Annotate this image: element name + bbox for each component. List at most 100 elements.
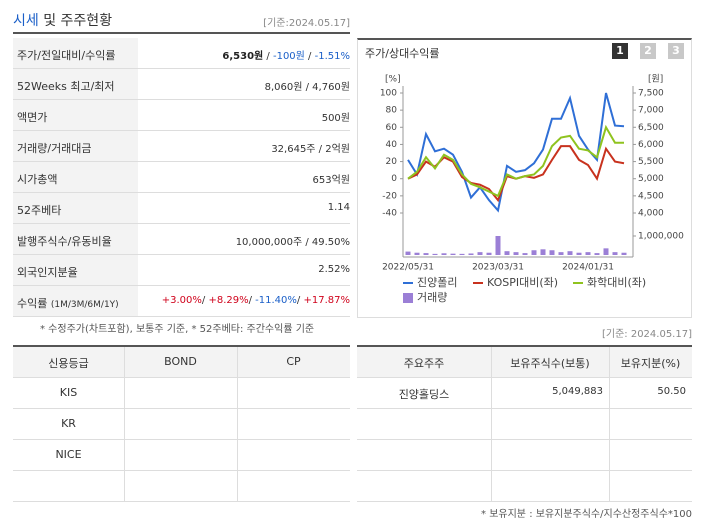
volume-bar <box>567 251 573 255</box>
tab[interactable]: 3 <box>668 43 684 59</box>
row-label: 시가총액 <box>17 171 57 187</box>
row-value: +3.00%/ +8.29%/ -11.40%/ +17.87% <box>162 295 350 306</box>
x-tick-label: 2024/01/31 <box>562 263 614 273</box>
row-label: 액면가 <box>17 109 47 125</box>
volume-bar <box>522 253 528 255</box>
row-bg <box>13 286 138 317</box>
value-part: / <box>201 295 209 306</box>
y2-tick-label: 6,500 <box>638 123 664 133</box>
value-part: / <box>304 51 315 62</box>
col-line <box>609 347 610 502</box>
row-label: 발행주식수/유동비율 <box>17 233 112 249</box>
row-line <box>138 316 350 317</box>
row-bg <box>13 224 138 255</box>
y2-tick-label: 5,500 <box>638 157 664 167</box>
table-top <box>357 345 692 347</box>
header-cell: 신용등급 <box>48 357 89 370</box>
y-tick-label: 40 <box>386 140 398 150</box>
y2-tick-label: 7,000 <box>638 106 664 116</box>
legend-label: KOSPI대비(좌) <box>487 276 558 289</box>
value-part: 653억원 <box>312 175 351 186</box>
value-part: -100원 <box>272 51 305 62</box>
volume-bar <box>540 249 546 255</box>
note: * 보유지분 : 보유지분주식수/지수산정주식수*100 <box>481 509 692 520</box>
legend-label: 진양폴리 <box>417 276 457 289</box>
note: * 수정주가(차트포함), 보통주 기준, * 52주베타: 주간수익률 기준 <box>40 324 315 335</box>
volume-bar <box>621 252 627 255</box>
cell: KR <box>61 417 76 430</box>
y-tick-label: 80 <box>386 106 398 116</box>
row-value: 1.14 <box>328 202 350 213</box>
volume-bar <box>405 251 411 255</box>
volume-bar <box>414 252 420 255</box>
col-line <box>237 347 238 502</box>
value-part: -11.40% <box>255 295 297 306</box>
value-part: 32,645주 / 2억원 <box>271 144 350 155</box>
row-line <box>13 470 350 471</box>
volume-bar <box>576 252 582 255</box>
row-line <box>13 439 350 440</box>
label-text: 시가총액 <box>17 173 58 186</box>
value-part: +8.29% <box>208 295 249 306</box>
y-tick-label: 60 <box>386 123 398 133</box>
cell: 진양홀딩스 <box>398 388 450 401</box>
row-value: 653억원 <box>313 171 351 186</box>
label-text: 52주베타 <box>17 204 62 217</box>
row-label: 외국인지분율 <box>17 264 78 280</box>
tab[interactable]: 2 <box>640 43 656 59</box>
legend-label: 화학대비(좌) <box>587 276 646 289</box>
table-top <box>13 345 350 347</box>
row-label: 거래량/거래대금 <box>17 140 92 156</box>
y2-tick-label: 4,500 <box>638 191 664 201</box>
value-part: 6,530원 <box>222 51 264 62</box>
tab[interactable]: 1 <box>612 43 628 59</box>
volume-bar <box>594 253 600 255</box>
volume-bar <box>612 252 618 255</box>
row-line <box>13 501 350 502</box>
header-bg <box>13 347 350 378</box>
x-tick-label: 2023/03/31 <box>472 263 524 273</box>
legend-swatch <box>403 293 413 303</box>
section-title: 시세 및 주주현황 <box>13 10 112 30</box>
label-text: 액면가 <box>17 111 48 124</box>
cell: 50.50 <box>657 386 686 397</box>
date: [기준: 2024.05.17] <box>601 329 692 340</box>
row-bg <box>13 100 138 131</box>
row-value: 6,530원 / -100원 / -1.51% <box>222 47 350 62</box>
row-line <box>138 223 350 224</box>
value-part: 8,060원 / 4,760원 <box>264 82 350 93</box>
row-line <box>138 254 350 255</box>
row-value: 2.52% <box>318 264 350 275</box>
y-tick-label: -40 <box>382 209 397 219</box>
col-line <box>491 347 492 502</box>
rule <box>13 32 350 34</box>
row-value: 10,000,000주 / 49.50% <box>236 233 350 248</box>
volume-bar <box>477 252 483 255</box>
series-line <box>407 124 624 198</box>
row-value: 32,645주 / 2억원 <box>271 140 350 155</box>
volume-bar <box>603 248 609 255</box>
volume-bar <box>585 252 591 255</box>
header-cell: 보유지분(%) <box>620 357 681 370</box>
value-part: / <box>296 295 304 306</box>
x-tick-label: 2022/05/31 <box>382 263 434 273</box>
row-bg <box>13 255 138 286</box>
y2-tick-label: 6,000 <box>638 140 664 150</box>
value-part: 10,000,000주 / 49.50% <box>235 237 350 248</box>
volume-bar <box>531 250 537 255</box>
row-bg <box>13 162 138 193</box>
row-line <box>357 501 692 502</box>
y3-tick-label: 1,000,000 <box>638 232 684 242</box>
col-line <box>124 347 125 502</box>
row-line <box>357 470 692 471</box>
value-part: / <box>248 295 256 306</box>
cell: NICE <box>55 448 82 461</box>
axis-unit: [%] <box>385 75 401 85</box>
row-label: 수익률 (1M/3M/6M/1Y) <box>17 295 119 311</box>
y-tick-label: -20 <box>382 191 397 201</box>
row-label: 52Weeks 최고/최저 <box>17 78 115 94</box>
volume-bar <box>450 253 456 255</box>
value-part: 2.52% <box>318 264 350 275</box>
title-word: 시세 <box>13 13 39 29</box>
